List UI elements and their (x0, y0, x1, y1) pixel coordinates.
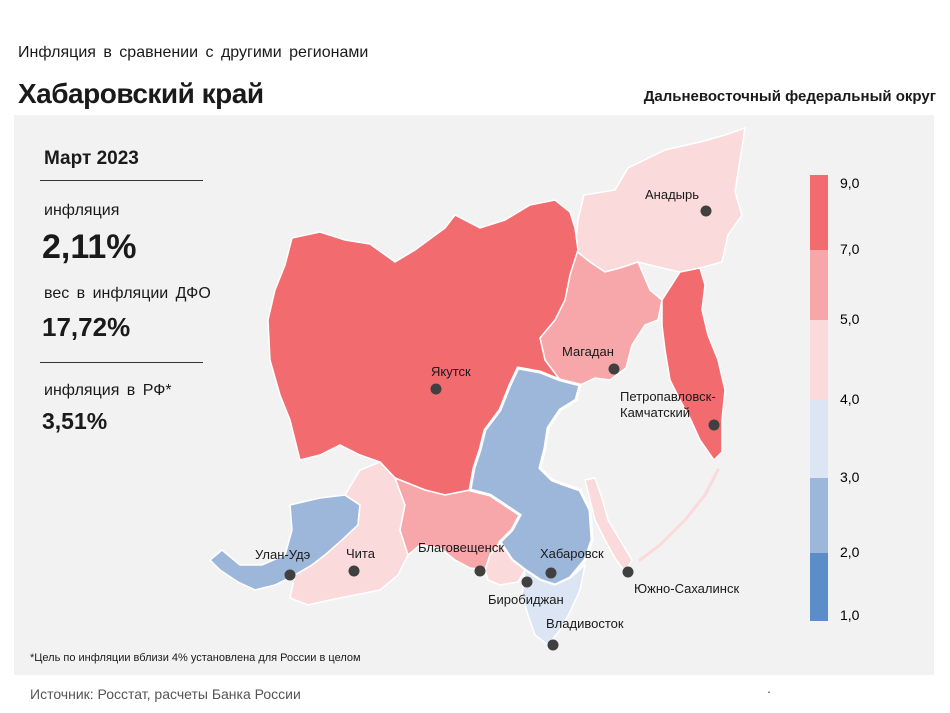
divider (40, 180, 203, 181)
source-note: Источник: Росстат, расчеты Банка России (30, 686, 301, 702)
subtitle: Инфляция в сравнении с другими регионами (18, 44, 369, 61)
city-marker (545, 567, 557, 579)
city-label: Магадан (562, 344, 614, 359)
city-label: Якутск (431, 364, 471, 379)
city-label: Анадырь (645, 187, 699, 202)
weight-label: вес в инфляции ДФО (44, 285, 211, 302)
legend-bin (810, 553, 828, 621)
region-sakhalin (584, 477, 633, 574)
city-marker (700, 205, 712, 217)
city-label: Владивосток (546, 616, 624, 631)
legend-bin (810, 250, 828, 320)
inflation-value: 2,11% (42, 228, 137, 266)
legend-tick: 4,0 (840, 391, 860, 407)
inflation-label: инфляция (44, 202, 120, 219)
city-marker (348, 565, 360, 577)
region-kamchatka (661, 267, 726, 462)
color-scale-legend: 9,0 7,0 5,0 4,0 3,0 2,0 1,0 (810, 175, 860, 623)
city-marker (474, 565, 486, 577)
city-marker (284, 569, 296, 581)
weight-value: 17,72% (42, 312, 131, 342)
city-marker (708, 419, 720, 431)
page-title: Хабаровский край (18, 78, 264, 109)
legend-bin (810, 320, 828, 400)
city-marker (430, 383, 442, 395)
legend-tick: 5,0 (840, 311, 860, 327)
divider (40, 362, 203, 363)
legend-tick: 3,0 (840, 469, 860, 485)
city-marker (622, 566, 634, 578)
legend-tick: 2,0 (840, 544, 860, 560)
period-label: Март 2023 (44, 148, 139, 169)
district-name: Дальневосточный федеральный округ (643, 88, 936, 105)
city-label: Петропавловск- (620, 389, 716, 404)
region-kuril (638, 468, 720, 562)
legend-bin (810, 175, 828, 250)
city-label: Южно-Сахалинск (634, 581, 739, 596)
rf-inflation-value: 3,51% (42, 408, 108, 434)
legend-tick: 7,0 (840, 241, 860, 257)
city-label: Улан-Удэ (255, 547, 311, 562)
legend-bin (810, 400, 828, 478)
legend-bin (810, 478, 828, 553)
region-primorye (521, 562, 587, 647)
city-marker (608, 363, 620, 375)
city-label: Благовещенск (418, 540, 504, 555)
source-tail: . (767, 680, 771, 696)
footnote: *Цель по инфляции вблизи 4% установлена … (30, 652, 361, 664)
city-label: Биробиджан (488, 592, 564, 607)
legend-tick: 1,0 (840, 607, 860, 623)
city-label: Хабаровск (540, 546, 604, 561)
rf-inflation-label: инфляция в РФ* (44, 382, 172, 399)
city-label: Чита (346, 546, 376, 561)
legend-tick: 9,0 (840, 175, 860, 191)
city-marker (521, 576, 533, 588)
city-label: Камчатский (620, 405, 690, 420)
city-marker (547, 639, 559, 651)
